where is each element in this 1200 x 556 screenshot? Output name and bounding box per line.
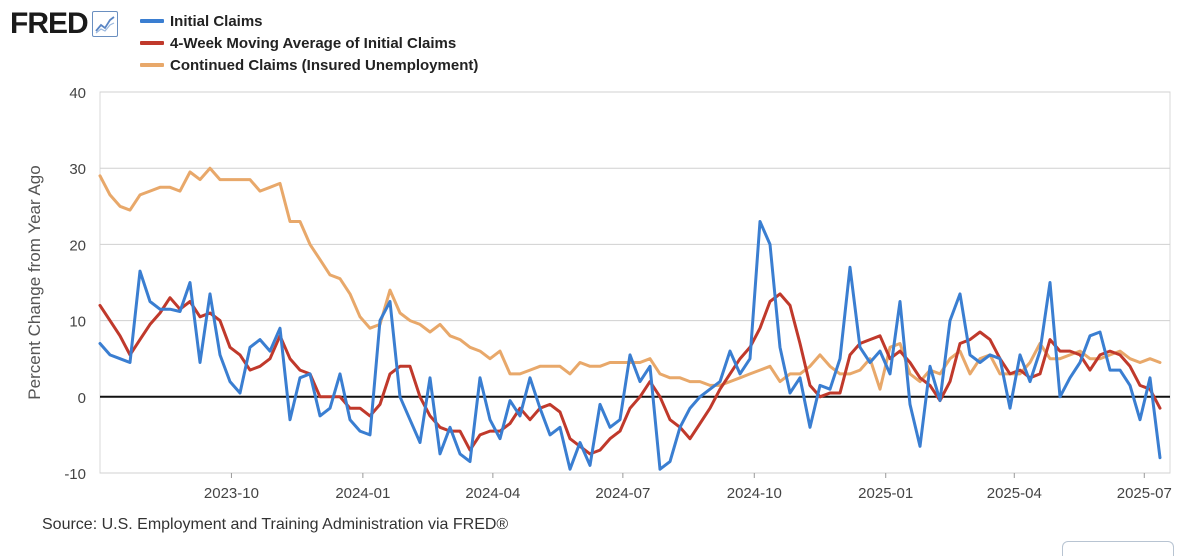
legend-label: Continued Claims (Insured Unemployment) — [170, 56, 479, 74]
legend-swatch — [140, 19, 164, 23]
series-line-4-week-moving-average-of-initial-claims — [98, 292, 1162, 456]
x-tick-label: 2025-04 — [987, 485, 1042, 502]
x-tick-label: 2024-04 — [465, 485, 520, 502]
fred-logo[interactable]: FRED — [10, 7, 118, 40]
legend-item[interactable]: 4-Week Moving Average of Initial Claims — [140, 32, 478, 54]
plot-area — [99, 91, 1171, 474]
y-axis-label: Percent Change from Year Ago — [25, 165, 44, 399]
legend-swatch — [140, 41, 164, 45]
y-tick-label: 20 — [69, 237, 86, 254]
legend-swatch — [140, 63, 164, 67]
x-tick-label: 2024-10 — [727, 485, 782, 502]
y-tick-label: 10 — [69, 314, 86, 331]
y-tick-label: 40 — [69, 85, 86, 102]
y-tick-label: 30 — [69, 161, 86, 178]
legend-label: Initial Claims — [170, 12, 263, 30]
legend-label: 4-Week Moving Average of Initial Claims — [170, 34, 457, 52]
source-note: Source: U.S. Employment and Training Adm… — [42, 516, 509, 533]
line-chart-icon — [91, 11, 118, 37]
line-chart: -10 0 10 20 30 40 2023-10 2024-01 2024-04 2024-07… — [25, 85, 1172, 502]
chart-legend: Initial Claims 4-Week Moving Average of I… — [140, 10, 478, 76]
x-tick-label: 2025-01 — [858, 485, 913, 502]
x-tick-label: 2023-10 — [204, 485, 259, 502]
x-tick-label: 2024-01 — [335, 485, 390, 502]
chart-menu-tab[interactable] — [1062, 541, 1174, 556]
x-tick-label: 2024-07 — [595, 485, 650, 502]
legend-item[interactable]: Initial Claims — [140, 10, 478, 32]
y-tick-label: 0 — [78, 390, 86, 407]
fred-logo-text: FRED — [10, 7, 89, 40]
x-tick-label: 2025-07 — [1117, 485, 1172, 502]
legend-item[interactable]: Continued Claims (Insured Unemployment) — [140, 54, 478, 76]
series-line-initial-claims — [98, 220, 1162, 471]
y-tick-label: -10 — [64, 466, 86, 483]
